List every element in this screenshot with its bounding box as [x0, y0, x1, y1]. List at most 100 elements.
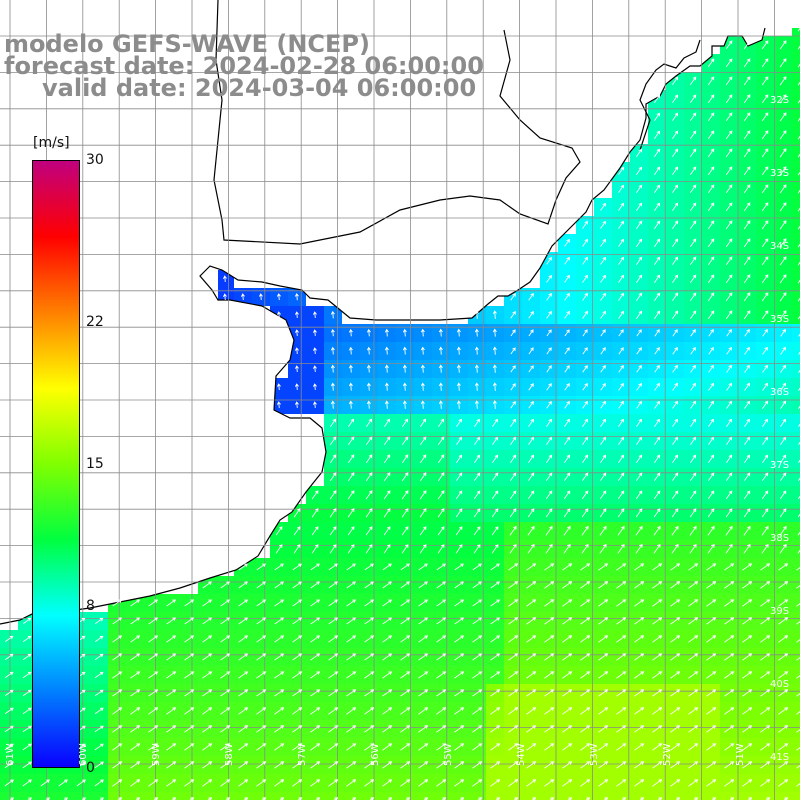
wind-arrow	[797, 477, 800, 482]
wind-cell	[288, 792, 306, 800]
wind-arrow	[616, 707, 627, 715]
wind-arrow	[544, 743, 555, 751]
wind-cell	[108, 792, 126, 800]
wind-arrow	[112, 707, 123, 715]
wind-cell	[792, 774, 800, 792]
wind-arrow	[672, 112, 679, 122]
wind-arrow	[474, 346, 479, 355]
wind-arrow	[364, 581, 374, 589]
wind-arrow	[778, 617, 789, 625]
wind-arrow	[798, 405, 800, 409]
wind-arrow	[780, 436, 786, 445]
wind-arrow	[564, 256, 570, 265]
wind-arrow	[670, 761, 681, 769]
wind-cell	[792, 756, 800, 774]
wind-cell	[306, 792, 324, 800]
wind-arrow	[634, 617, 645, 625]
wind-arrow	[348, 346, 353, 355]
wind-arrow	[725, 130, 733, 140]
wind-arrow	[364, 563, 374, 571]
wind-arrow	[274, 671, 285, 679]
wind-arrow	[526, 563, 537, 571]
wind-arrow	[652, 653, 663, 661]
wind-cell	[792, 126, 800, 144]
wind-arrow	[364, 689, 375, 697]
wind-arrow	[761, 508, 769, 518]
wind-arrow	[528, 311, 534, 319]
wind-arrow	[670, 779, 681, 787]
latitude-label: 37S	[770, 460, 790, 471]
wind-arrow	[528, 383, 534, 391]
wind-cell	[792, 54, 800, 72]
wind-arrow	[580, 653, 591, 661]
wind-arrow	[707, 112, 715, 122]
wind-arrow	[526, 707, 537, 715]
colorbar-tick-label: 30	[86, 152, 104, 168]
wind-arrow	[166, 689, 177, 697]
wind-arrow	[581, 508, 589, 518]
wind-arrow	[725, 274, 733, 284]
wind-arrow	[689, 202, 697, 212]
wind-arrow	[634, 779, 645, 787]
wind-arrow	[652, 617, 663, 625]
wind-arrow	[364, 671, 375, 679]
wind-cell	[792, 612, 800, 630]
wind-arrow	[220, 779, 231, 787]
wind-arrow	[365, 472, 373, 482]
wind-arrow	[418, 779, 429, 787]
wind-arrow	[582, 238, 588, 247]
wind-arrow	[636, 436, 642, 445]
wind-arrow	[436, 725, 447, 733]
latitude-label: 35S	[770, 314, 790, 325]
longitude-label: 55W	[443, 743, 454, 766]
wind-cell	[0, 792, 18, 800]
wind-arrow	[419, 436, 427, 446]
wind-arrow	[743, 202, 751, 212]
wind-arrow	[364, 617, 374, 625]
wind-arrow	[76, 779, 86, 787]
wind-arrow	[689, 148, 697, 158]
wind-arrow	[725, 76, 733, 86]
wind-arrow	[562, 725, 573, 733]
wind-arrow	[618, 238, 624, 247]
wind-cell	[540, 792, 558, 800]
wind-arrow	[634, 743, 645, 751]
wind-arrow	[600, 292, 606, 301]
wind-arrow	[780, 364, 786, 373]
wind-arrow	[420, 418, 427, 427]
wind-arrow	[672, 274, 679, 284]
wind-arrow	[346, 599, 356, 607]
wind-arrow	[492, 382, 497, 391]
wind-arrow	[779, 292, 787, 302]
wind-arrow	[220, 599, 230, 607]
wind-arrow	[328, 617, 338, 625]
wind-arrow	[492, 310, 497, 319]
wind-arrow	[436, 707, 447, 715]
wind-arrow	[310, 725, 321, 733]
wind-arrow	[797, 315, 800, 320]
wind-arrow	[636, 292, 643, 301]
wind-arrow	[418, 617, 428, 625]
wind-arrow	[724, 563, 735, 571]
wind-arrow	[130, 761, 141, 769]
wind-arrow	[617, 508, 625, 518]
wind-arrow	[402, 400, 407, 409]
wind-arrow	[761, 292, 769, 302]
wind-arrow	[436, 635, 447, 643]
colorbar-tick-label: 15	[86, 456, 104, 472]
wind-arrow	[546, 365, 552, 373]
wind-arrow	[779, 94, 787, 104]
wind-arrow	[474, 364, 479, 373]
wind-arrow	[58, 779, 68, 787]
wind-arrow	[778, 725, 789, 733]
wind-arrow	[402, 346, 407, 355]
wind-arrow	[364, 635, 375, 643]
wind-arrow	[546, 347, 552, 355]
wind-arrow	[600, 202, 606, 211]
wind-arrow	[382, 581, 392, 589]
longitude-label: 56W	[370, 743, 381, 766]
wind-arrow	[762, 454, 769, 463]
wind-arrow	[634, 653, 645, 661]
wind-arrow	[725, 166, 733, 176]
wind-arrow	[544, 761, 555, 769]
